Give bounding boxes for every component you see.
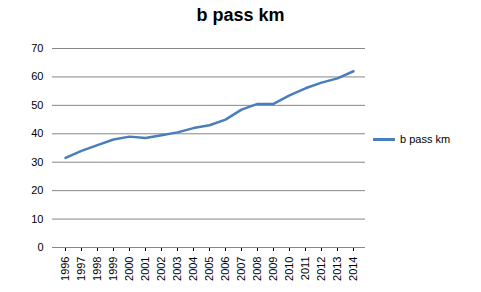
svg-text:2001: 2001 — [139, 257, 151, 281]
svg-text:2010: 2010 — [283, 257, 295, 281]
svg-text:2009: 2009 — [267, 257, 279, 281]
svg-text:2013: 2013 — [331, 257, 343, 281]
svg-text:2006: 2006 — [219, 257, 231, 281]
svg-text:2012: 2012 — [315, 257, 327, 281]
svg-text:2005: 2005 — [203, 257, 215, 281]
svg-text:1997: 1997 — [75, 257, 87, 281]
svg-text:1998: 1998 — [91, 257, 103, 281]
svg-text:60: 60 — [31, 70, 43, 82]
svg-text:70: 70 — [31, 42, 43, 54]
svg-text:40: 40 — [31, 127, 43, 139]
svg-text:1996: 1996 — [59, 257, 71, 281]
svg-text:2011: 2011 — [299, 257, 311, 281]
svg-text:20: 20 — [31, 184, 43, 196]
svg-text:2002: 2002 — [155, 257, 167, 281]
svg-text:0: 0 — [37, 241, 43, 253]
svg-text:1999: 1999 — [107, 257, 119, 281]
html-text:b pass km: b pass km — [400, 133, 451, 145]
svg-text:10: 10 — [31, 213, 43, 225]
svg-text:2000: 2000 — [123, 257, 135, 281]
svg-text:2003: 2003 — [171, 257, 183, 281]
svg-text:2007: 2007 — [235, 257, 247, 281]
svg-text:50: 50 — [31, 99, 43, 111]
svg-text:2008: 2008 — [251, 257, 263, 281]
html-text:b pass km: b pass km — [196, 5, 285, 25]
svg-text:2014: 2014 — [347, 257, 359, 281]
svg-text:30: 30 — [31, 156, 43, 168]
svg-text:2004: 2004 — [187, 257, 199, 281]
